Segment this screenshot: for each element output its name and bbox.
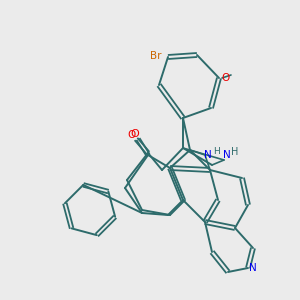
Text: H: H (231, 147, 239, 157)
Text: O: O (128, 130, 136, 140)
Text: N: N (223, 150, 231, 160)
Text: O: O (222, 73, 230, 83)
Text: N: N (204, 150, 212, 160)
Text: Br: Br (150, 51, 162, 61)
Text: O: O (130, 129, 140, 139)
Text: H: H (213, 148, 219, 157)
Text: N: N (249, 263, 257, 273)
